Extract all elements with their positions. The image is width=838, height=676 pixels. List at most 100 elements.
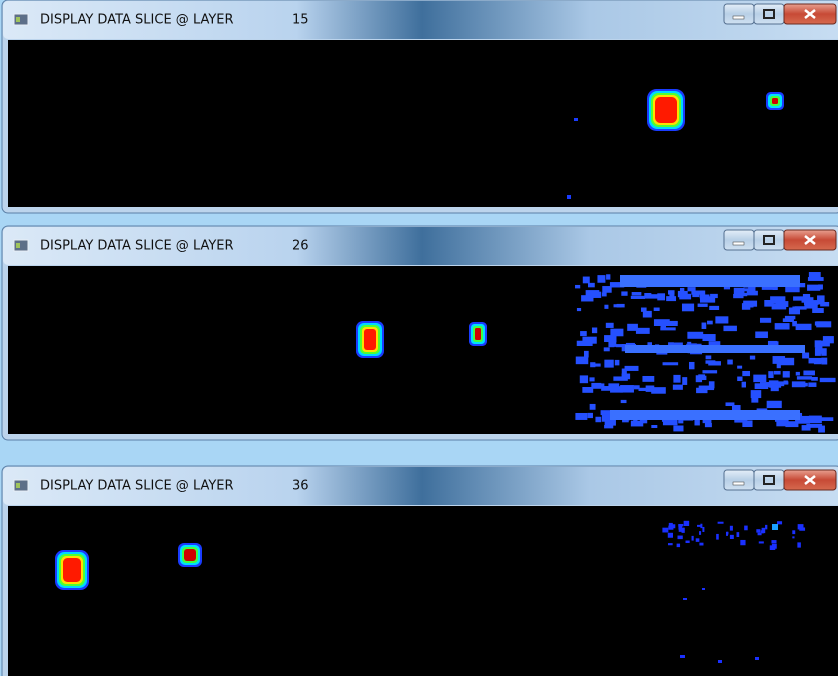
minimize-glyph — [732, 481, 745, 486]
speck — [575, 356, 589, 365]
speck — [769, 341, 779, 346]
speck — [754, 383, 769, 390]
close-glyph — [804, 235, 816, 245]
minimize-button[interactable] — [723, 3, 755, 25]
window-title: DISPLAY DATA SLICE @ LAYER — [40, 13, 234, 28]
speck — [810, 300, 823, 305]
speck — [582, 386, 594, 393]
speck — [662, 527, 669, 533]
speck — [764, 300, 774, 307]
title-bar — [3, 1, 838, 39]
speck — [757, 532, 762, 536]
speck — [682, 377, 688, 385]
speck — [818, 425, 825, 433]
speck — [725, 402, 735, 407]
speck — [644, 293, 652, 298]
maximize-button[interactable] — [753, 469, 785, 491]
speck — [784, 315, 796, 320]
speck — [801, 297, 814, 303]
speck — [697, 303, 708, 307]
window: DISPLAY DATA SLICE @ LAYER 36 — [1, 465, 838, 676]
speck — [793, 296, 808, 301]
speck — [591, 363, 601, 367]
speck — [604, 425, 614, 429]
speck — [685, 540, 690, 543]
close-glyph — [804, 475, 816, 485]
speck — [772, 356, 786, 364]
speck — [609, 282, 625, 288]
heat-blob — [475, 328, 481, 340]
speck — [678, 525, 683, 530]
speck — [695, 538, 700, 542]
speck — [589, 377, 595, 382]
speck — [687, 331, 704, 339]
maximize-button[interactable] — [753, 3, 785, 25]
speck — [772, 524, 778, 530]
speck — [641, 307, 647, 312]
speck — [794, 306, 807, 310]
speck — [761, 286, 778, 290]
speck — [616, 303, 625, 308]
speck — [770, 296, 786, 304]
speck — [795, 323, 812, 331]
speck — [699, 531, 702, 535]
speck — [662, 362, 679, 366]
speck — [797, 542, 801, 548]
speck — [785, 285, 800, 293]
speck — [782, 318, 794, 322]
speck — [771, 540, 777, 544]
speck — [708, 381, 715, 389]
speck — [668, 290, 675, 295]
speck — [579, 375, 589, 384]
speck — [610, 386, 623, 393]
speck — [808, 415, 822, 424]
speck — [683, 598, 687, 600]
speck — [812, 308, 824, 313]
window: DISPLAY DATA SLICE @ LAYER 26 — [1, 225, 838, 441]
speck — [723, 325, 737, 332]
speck — [749, 355, 756, 360]
speck — [608, 340, 615, 348]
close-glyph — [804, 9, 816, 19]
speck — [567, 195, 571, 199]
speck — [751, 396, 759, 403]
speck — [725, 531, 729, 536]
speck — [660, 321, 667, 330]
speck — [582, 336, 597, 344]
speck — [585, 290, 600, 297]
minimize-button[interactable] — [723, 469, 755, 491]
speck — [597, 275, 606, 283]
minimize-button[interactable] — [723, 229, 755, 251]
speck — [702, 588, 705, 590]
speck — [667, 532, 673, 538]
speck — [696, 387, 708, 394]
speck — [792, 530, 796, 535]
speck — [627, 323, 638, 331]
window-title: DISPLAY DATA SLICE @ LAYER — [40, 239, 234, 254]
minimize-glyph — [732, 15, 745, 20]
speck — [574, 118, 578, 121]
speck — [591, 382, 602, 389]
speck — [660, 327, 676, 331]
speck — [668, 525, 674, 530]
speck — [591, 327, 598, 334]
speck — [697, 524, 702, 527]
speck — [701, 322, 707, 329]
speck — [672, 524, 676, 529]
speck — [819, 377, 836, 383]
speck — [820, 417, 834, 421]
speck — [621, 368, 627, 375]
speck — [821, 357, 828, 365]
maximize-button[interactable] — [753, 229, 785, 251]
speck — [635, 327, 650, 334]
speck — [582, 276, 590, 284]
speck — [795, 282, 806, 288]
speck — [733, 287, 745, 295]
speck — [620, 385, 634, 393]
speck — [795, 415, 811, 424]
speck — [604, 335, 617, 343]
speck — [773, 370, 781, 375]
speck — [758, 541, 764, 544]
speck — [814, 348, 821, 356]
